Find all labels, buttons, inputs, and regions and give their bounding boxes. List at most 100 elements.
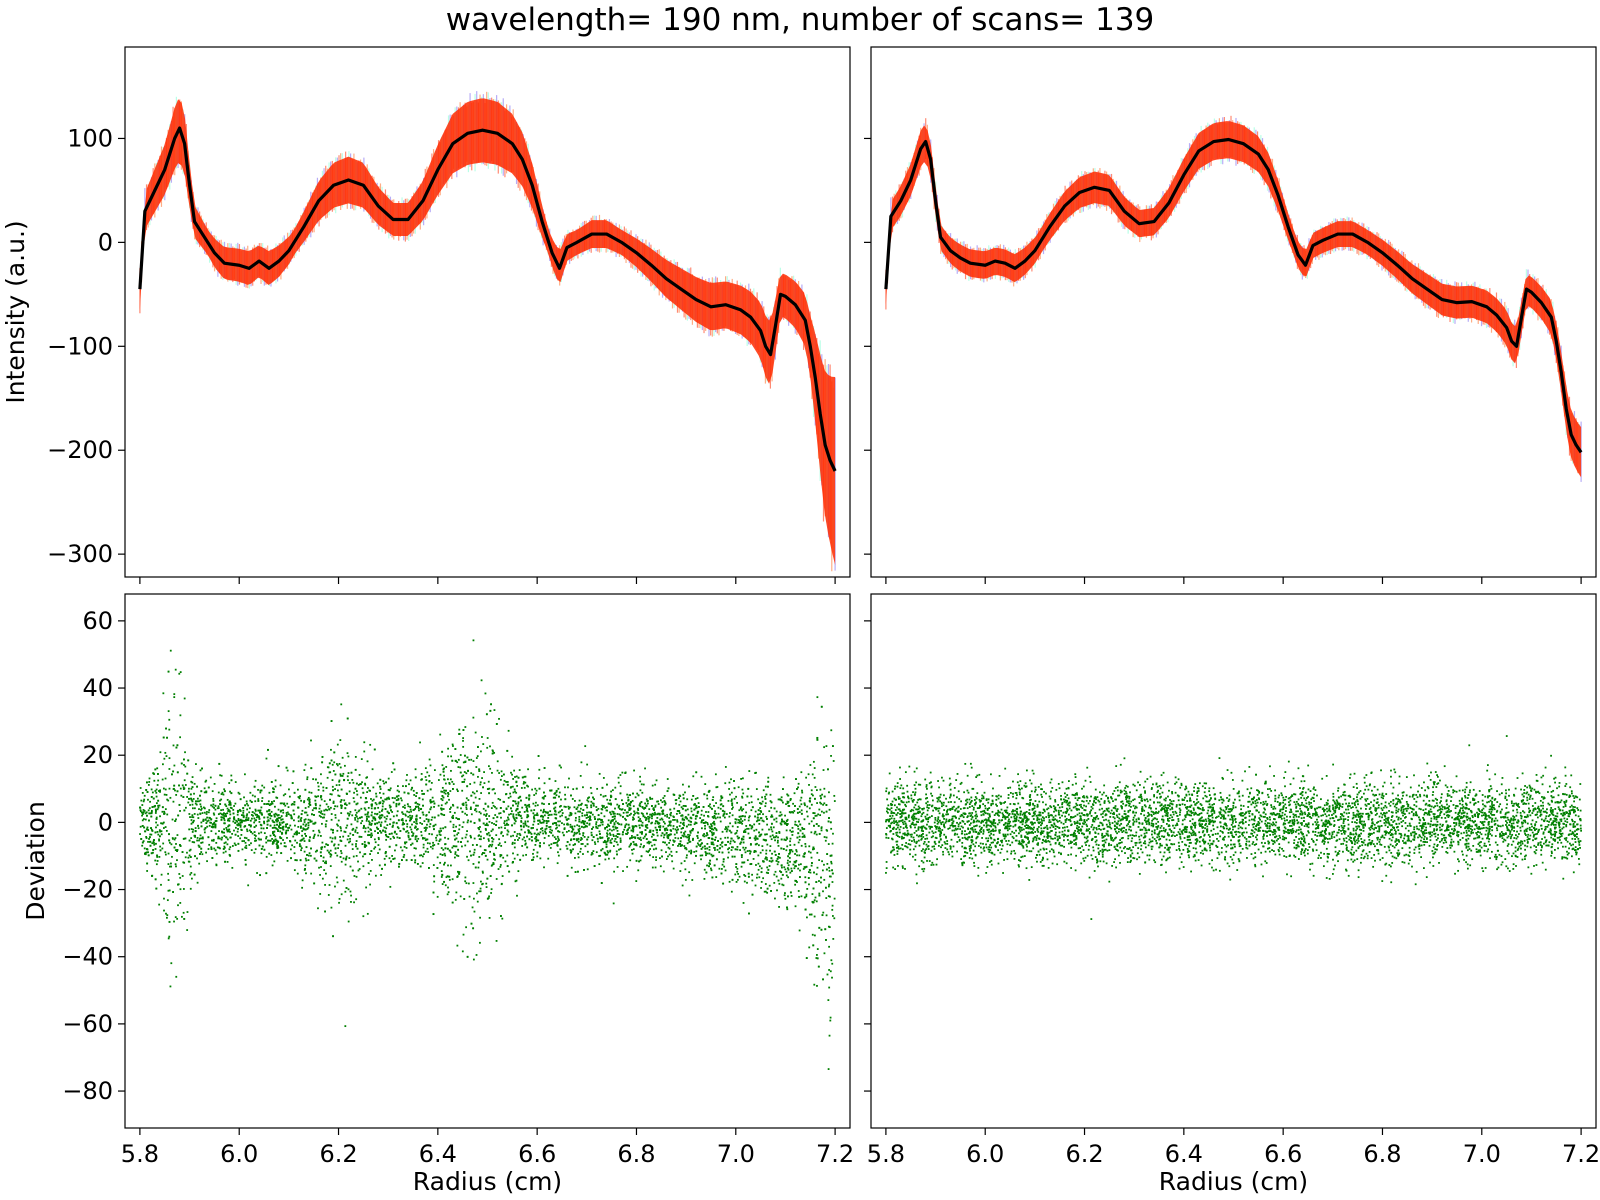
residual-point bbox=[197, 817, 200, 819]
residual-point bbox=[343, 799, 346, 802]
residual-point bbox=[552, 842, 555, 845]
residual-point bbox=[154, 848, 157, 850]
residual-point bbox=[381, 802, 384, 805]
residual-point bbox=[648, 842, 651, 845]
residual-point bbox=[212, 838, 215, 841]
residual-point bbox=[596, 827, 599, 830]
residual-point bbox=[179, 714, 182, 717]
residual-point bbox=[223, 842, 226, 845]
residual-point bbox=[430, 806, 433, 809]
residual-point bbox=[424, 767, 427, 770]
residual-point bbox=[469, 783, 472, 785]
residual-point bbox=[312, 837, 315, 839]
residual-point bbox=[340, 806, 343, 808]
y-tick-label: −100 bbox=[47, 332, 113, 360]
residual-point bbox=[653, 843, 656, 846]
residual-point bbox=[410, 810, 412, 813]
residual-point bbox=[222, 808, 224, 811]
residual-point bbox=[619, 785, 622, 788]
residual-point bbox=[155, 821, 157, 824]
residual-point bbox=[303, 800, 306, 802]
residual-point bbox=[595, 821, 598, 824]
residual-point bbox=[676, 826, 678, 828]
residual-point bbox=[541, 818, 544, 821]
residual-point bbox=[715, 829, 718, 832]
residual-point bbox=[248, 811, 251, 814]
residual-point bbox=[337, 843, 340, 846]
residual-point bbox=[728, 781, 731, 784]
residual-point bbox=[324, 825, 327, 828]
residual-point bbox=[457, 870, 459, 873]
residual-point bbox=[828, 875, 831, 878]
residual-point bbox=[478, 838, 481, 840]
residual-point bbox=[645, 850, 648, 853]
residual-point bbox=[619, 814, 622, 817]
residual-point bbox=[805, 895, 808, 898]
residual-point bbox=[255, 824, 258, 827]
residual-point bbox=[696, 812, 699, 814]
residual-point bbox=[505, 793, 507, 796]
residual-point bbox=[662, 825, 665, 828]
residual-point bbox=[823, 878, 826, 881]
residual-point bbox=[208, 824, 211, 827]
residual-point bbox=[485, 824, 488, 826]
residual-point bbox=[314, 804, 317, 807]
residual-point bbox=[590, 800, 593, 803]
residual-point bbox=[206, 860, 208, 863]
residual-point bbox=[331, 779, 334, 782]
residual-point bbox=[340, 812, 343, 814]
residual-point bbox=[166, 914, 169, 917]
residual-point bbox=[493, 751, 496, 754]
residual-point bbox=[462, 761, 465, 764]
residual-point bbox=[605, 806, 608, 809]
residual-point bbox=[343, 830, 346, 833]
residual-point bbox=[260, 824, 263, 827]
residual-point bbox=[770, 828, 773, 831]
residual-point bbox=[574, 857, 576, 859]
residual-point bbox=[168, 728, 171, 731]
residual-point bbox=[690, 810, 693, 813]
residual-point bbox=[706, 852, 709, 855]
residual-point bbox=[573, 833, 576, 836]
residual-point bbox=[595, 825, 598, 828]
residual-point bbox=[231, 845, 234, 847]
residual-point bbox=[649, 848, 652, 850]
residual-point bbox=[475, 954, 478, 956]
residual-point bbox=[200, 821, 203, 824]
residual-point bbox=[744, 804, 747, 806]
residual-point bbox=[565, 830, 568, 833]
residual-point bbox=[437, 804, 440, 807]
residual-point bbox=[145, 837, 148, 839]
residual-point bbox=[326, 766, 329, 769]
residual-point bbox=[520, 820, 523, 822]
residual-point bbox=[265, 803, 268, 805]
residual-point bbox=[757, 854, 760, 857]
residual-point bbox=[439, 853, 442, 856]
residual-point bbox=[627, 811, 629, 814]
residual-point bbox=[806, 888, 809, 890]
residual-point bbox=[245, 837, 248, 840]
residual-point bbox=[353, 791, 355, 794]
residual-point bbox=[538, 777, 540, 780]
residual-point bbox=[699, 838, 702, 841]
residual-point bbox=[650, 835, 653, 838]
residual-point bbox=[301, 879, 304, 882]
residual-point bbox=[304, 832, 306, 835]
residual-point bbox=[694, 807, 697, 810]
residual-point bbox=[473, 837, 476, 840]
residual-point bbox=[613, 822, 616, 825]
residual-point bbox=[777, 798, 780, 801]
residual-point bbox=[392, 815, 395, 818]
panel-intensity-corrected bbox=[864, 46, 1597, 584]
residual-point bbox=[355, 855, 358, 857]
residual-point bbox=[688, 840, 691, 843]
residual-point bbox=[507, 823, 510, 826]
residual-point bbox=[770, 815, 773, 818]
residual-point bbox=[555, 801, 557, 804]
residual-point bbox=[265, 757, 268, 760]
residual-point bbox=[492, 804, 495, 807]
residual-point bbox=[820, 827, 823, 830]
residual-point bbox=[689, 840, 692, 843]
residual-point bbox=[145, 836, 148, 838]
residual-point bbox=[497, 797, 500, 800]
